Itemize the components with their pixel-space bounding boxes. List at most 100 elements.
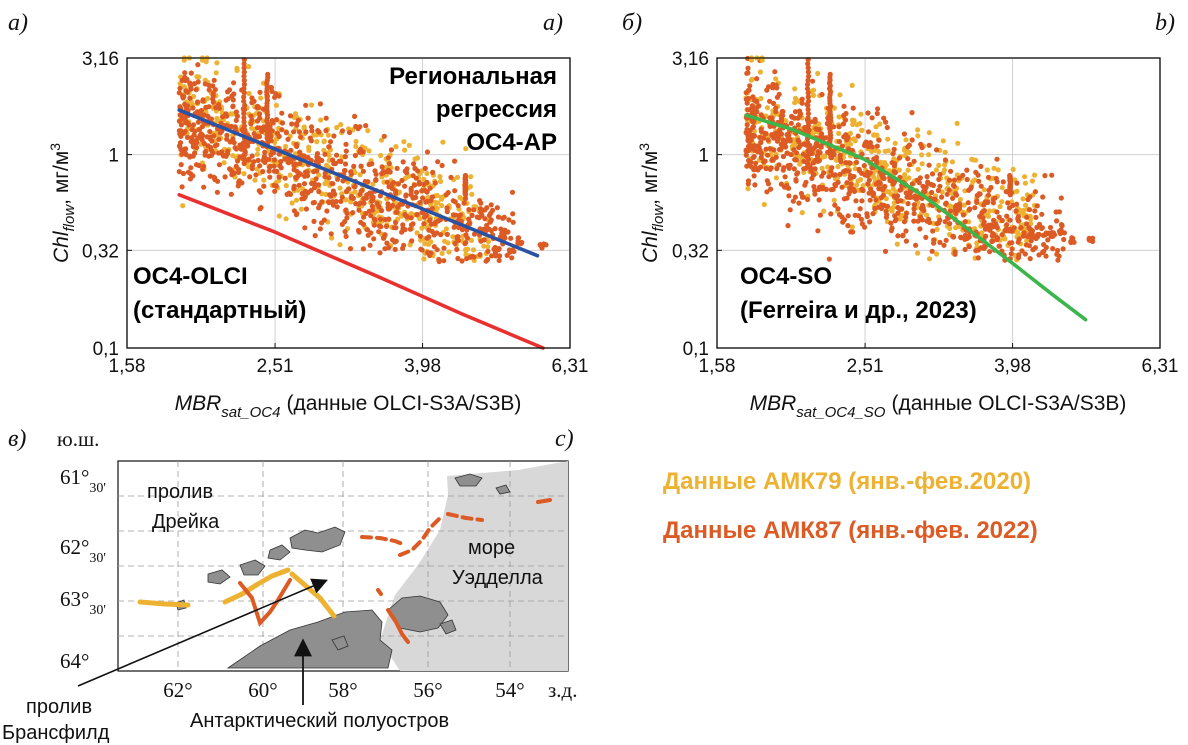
chart-b-point-amk87 bbox=[952, 204, 959, 210]
chart-b-point-amk87 bbox=[810, 78, 816, 84]
chart-b-point-amk87 bbox=[745, 148, 751, 154]
chart-b-point-amk87 bbox=[1010, 202, 1016, 208]
chart-b-point-amk87 bbox=[848, 181, 854, 187]
map-land bbox=[175, 473, 511, 669]
chart-a-point-amk87 bbox=[343, 233, 349, 239]
chart-b-point-amk87 bbox=[903, 190, 909, 196]
chart-a-xlabel-main: MBR bbox=[175, 392, 222, 415]
chart-b-ylabel-sub: flow bbox=[650, 204, 667, 232]
chart-a-point-amk87 bbox=[211, 133, 217, 139]
chart-b-point-amk79 bbox=[815, 70, 821, 77]
chart-b-point-amk87 bbox=[766, 84, 772, 90]
chart-b-point-amk79 bbox=[915, 250, 921, 256]
chart-a-point-amk79 bbox=[246, 90, 252, 97]
chart-a-point-amk87 bbox=[283, 130, 289, 136]
chart-a-point-amk87 bbox=[471, 207, 477, 213]
chart-a-point-amk87 bbox=[478, 238, 484, 244]
chart-b-point-amk87 bbox=[952, 251, 958, 257]
chart-a-point-amk87 bbox=[378, 208, 385, 214]
chart-a-point-amk87 bbox=[201, 140, 207, 147]
chart-a-point-amk87 bbox=[323, 115, 329, 121]
chart-a-ytick-label-3: 0,1 bbox=[93, 339, 119, 360]
chart-b-point-amk87 bbox=[869, 144, 875, 150]
chart-b-line-oc4-so bbox=[744, 113, 1088, 322]
chart-b-point-amk79 bbox=[873, 124, 879, 130]
chart-b-point-amk87 bbox=[1022, 251, 1028, 257]
chart-a-point-amk87 bbox=[199, 112, 205, 118]
chart-b-point-amk87 bbox=[839, 184, 845, 190]
chart-a-point-amk87 bbox=[199, 124, 205, 130]
chart-a-point-amk87 bbox=[445, 190, 451, 196]
arrow-bransfield bbox=[77, 578, 328, 687]
chart-b-point-amk87 bbox=[1036, 252, 1042, 258]
chart-a-point-amk87 bbox=[261, 183, 267, 189]
chart-b-point-amk87 bbox=[811, 119, 817, 125]
chart-b-point-amk87 bbox=[859, 151, 865, 157]
chart-b-point-amk87 bbox=[1068, 238, 1074, 245]
chart-a-point-amk87 bbox=[298, 134, 304, 140]
chart-a-point-amk87 bbox=[365, 232, 371, 238]
chart-a-point-amk87 bbox=[364, 192, 370, 198]
chart-a-point-amk87 bbox=[291, 186, 297, 192]
chart-b-point-amk87 bbox=[785, 223, 791, 229]
chart-a-point-amk87 bbox=[342, 229, 348, 235]
chart-a-point-amk87 bbox=[347, 246, 354, 252]
chart-a-point-amk87 bbox=[282, 175, 288, 181]
chart-a-point-amk87 bbox=[224, 136, 230, 142]
chart-b-point-amk79 bbox=[748, 77, 754, 83]
chart-b-point-amk87 bbox=[1011, 225, 1017, 231]
lat-label-3: 63°30' bbox=[60, 587, 106, 618]
label-bransfield-line1: пролив bbox=[26, 696, 92, 718]
chart-b-point-amk87 bbox=[1056, 209, 1062, 215]
chart-a-point-amk87 bbox=[241, 119, 247, 125]
chart-b-point-amk87 bbox=[774, 166, 780, 172]
chart-a-point-amk87 bbox=[407, 226, 413, 232]
chart-b-point-amk87 bbox=[770, 81, 776, 87]
chart-b-point-amk79 bbox=[987, 208, 993, 214]
chart-a-point-amk87 bbox=[321, 217, 327, 223]
chart-b-point-amk87 bbox=[786, 193, 792, 199]
land-joinville-island bbox=[387, 595, 449, 633]
chart-a-point-amk87 bbox=[346, 129, 353, 136]
chart-b-point-amk87 bbox=[1026, 243, 1032, 249]
chart-a-point-amk87 bbox=[190, 122, 197, 128]
chart-a-point-amk87 bbox=[410, 221, 416, 227]
chart-b-point-amk87 bbox=[958, 235, 964, 241]
chart-a-point-amk87 bbox=[177, 140, 184, 146]
chart-b-point-amk87 bbox=[874, 143, 880, 149]
chart-a-point-amk87 bbox=[371, 236, 377, 242]
chart-a-point-amk87 bbox=[288, 147, 294, 153]
chart-a-point-amk87 bbox=[328, 231, 334, 237]
chart-a-point-amk87 bbox=[509, 189, 516, 195]
chart-a-point-amk87 bbox=[330, 181, 336, 187]
chart-b-point-amk87 bbox=[950, 182, 957, 189]
chart-b-point-amk87 bbox=[948, 168, 954, 174]
chart-b-point-amk79 bbox=[764, 105, 771, 111]
chart-a-point-amk87 bbox=[331, 161, 337, 167]
chart-b-point-amk87 bbox=[951, 177, 958, 183]
chart-a-point-amk87 bbox=[411, 161, 417, 167]
chart-b-point-amk87 bbox=[897, 206, 903, 212]
chart-b-point-amk79 bbox=[961, 202, 967, 208]
chart-a-point-amk87 bbox=[466, 207, 472, 213]
chart-b-point-amk87 bbox=[844, 180, 850, 186]
chart-b-point-amk87 bbox=[911, 218, 917, 224]
chart-a-point-amk87 bbox=[367, 242, 373, 248]
chart-b-point-amk87 bbox=[847, 188, 853, 194]
chart-a-point-amk79 bbox=[287, 172, 293, 178]
chart-b-point-amk87 bbox=[917, 175, 923, 181]
chart-a-point-amk87 bbox=[393, 220, 399, 226]
lat-label-3-deg: 63° bbox=[60, 587, 89, 611]
chart-b-point-amk87 bbox=[847, 173, 854, 179]
chart-b-point-amk79 bbox=[1002, 236, 1008, 242]
chart-a-point-amk79 bbox=[419, 225, 425, 231]
chart-a-point-amk79 bbox=[467, 184, 473, 190]
chart-a-point-amk87 bbox=[361, 214, 367, 220]
chart-a-point-amk87 bbox=[363, 123, 369, 129]
chart-a-point-amk79 bbox=[189, 101, 195, 107]
chart-b-point-amk87 bbox=[781, 165, 787, 171]
chart-a-point-amk87 bbox=[454, 234, 460, 240]
chart-a-point-amk87 bbox=[223, 97, 229, 103]
chart-a-point-amk87 bbox=[261, 153, 268, 160]
chart-a-point-amk87 bbox=[190, 173, 196, 179]
